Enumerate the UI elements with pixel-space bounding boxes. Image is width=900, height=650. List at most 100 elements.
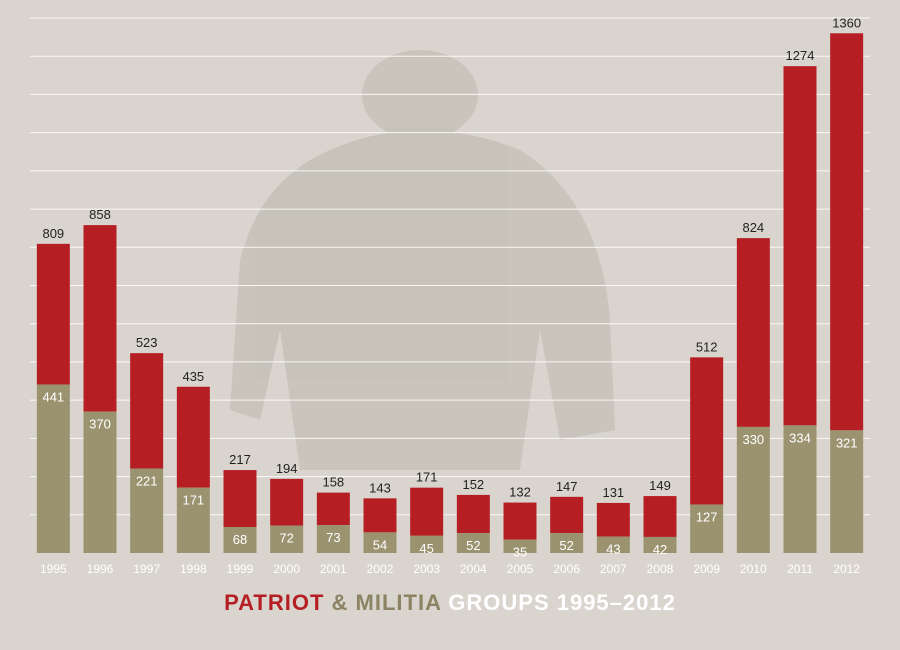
bar-militia-label: 73 (326, 530, 340, 545)
bar-total-label: 512 (696, 339, 718, 354)
bar-total-label: 523 (136, 335, 158, 350)
bar-segment-militia (736, 426, 770, 553)
bar-segment-patriot (783, 66, 817, 426)
bar-total-label: 194 (276, 461, 298, 476)
bar-total-label: 143 (369, 480, 391, 495)
bar-segment-militia (223, 527, 257, 553)
bar-total-label: 217 (229, 452, 251, 467)
bar-segment-militia (130, 468, 164, 553)
bar-militia-label: 171 (182, 493, 204, 508)
x-tick-label: 2012 (833, 562, 860, 576)
x-tick-label: 2004 (460, 562, 487, 576)
bar-total-label: 858 (89, 207, 111, 222)
chart-title-part-groups: GROUPS 1995–2012 (441, 590, 676, 615)
x-tick-label: 2003 (413, 562, 440, 576)
x-tick-label: 1998 (180, 562, 207, 576)
bar-militia-label: 370 (89, 417, 111, 432)
bar-segment-militia (503, 539, 537, 553)
bar-segment-militia (36, 384, 70, 553)
bar-total-label: 132 (509, 485, 531, 500)
bar-segment-militia (550, 533, 584, 553)
bar-total-label: 147 (556, 479, 578, 494)
bar-labels: 809 441 858 370 523 221 435 171 217 68 194 72 158 73 1… (42, 15, 861, 559)
chart-title-part-patriot: PATRIOT (224, 590, 325, 615)
bar-segment-militia (783, 425, 817, 553)
x-tick-label: 1996 (87, 562, 114, 576)
bar-segment-patriot (36, 243, 70, 385)
bar-militia-label: 52 (466, 538, 480, 553)
bar-segment-patriot (456, 494, 490, 534)
bar-segment-militia (596, 536, 630, 553)
bar-total-label: 131 (602, 485, 624, 500)
bar-segment-patriot (270, 478, 304, 526)
bar-segment-patriot (316, 492, 350, 526)
bar-segment-patriot (736, 238, 770, 427)
bar-militia-label: 43 (606, 542, 620, 557)
x-tick-label: 2001 (320, 562, 347, 576)
bar-total-label: 149 (649, 478, 671, 493)
bar-militia-label: 68 (233, 532, 247, 547)
bar-segment-patriot (83, 225, 117, 412)
bar-segment-militia (643, 536, 677, 553)
bar-segment-militia (410, 535, 444, 553)
bar-total-label: 158 (322, 475, 344, 490)
bar-militia-label: 127 (696, 509, 718, 524)
bar-segment-patriot (410, 487, 444, 536)
bar-militia-label: 72 (279, 530, 293, 545)
x-tick-label: 1995 (40, 562, 67, 576)
bar-segment-patriot (176, 386, 210, 488)
bar-segment-militia (270, 525, 304, 553)
background-soldier-silhouette (230, 50, 615, 470)
bar-segment-militia (363, 532, 397, 553)
bar-segment-patriot (690, 357, 724, 505)
bar-segment-patriot (503, 502, 537, 540)
bar-militia-label: 35 (513, 545, 527, 560)
bar-segment-militia (456, 533, 490, 553)
gridlines (30, 17, 870, 516)
x-tick-label: 1997 (133, 562, 160, 576)
bar-militia-label: 52 (559, 538, 573, 553)
bar-militia-label: 221 (136, 474, 158, 489)
bar-total-label: 824 (742, 220, 764, 235)
bar-segment-patriot (830, 33, 864, 431)
chart-title-part-militia: & MILITIA (324, 590, 442, 615)
bar-segment-patriot (363, 498, 397, 533)
x-tick-label: 2011 (787, 562, 813, 576)
chart-title: PATRIOT & MILITIA GROUPS 1995–2012 (0, 590, 900, 616)
x-tick-label: 2006 (553, 562, 580, 576)
bar-militia-label: 441 (42, 389, 64, 404)
bar-total-label: 435 (182, 369, 204, 384)
bar-segment-militia (83, 411, 117, 553)
bar-segment-militia (316, 525, 350, 553)
x-tick-label: 2000 (273, 562, 300, 576)
bar-segment-militia (176, 487, 210, 553)
bar-total-label: 152 (462, 477, 484, 492)
x-tick-label: 2005 (507, 562, 534, 576)
bar-segment-patriot (550, 496, 584, 534)
bar-segment-patriot (223, 470, 257, 528)
bar-militia-label: 45 (419, 541, 433, 556)
bar-segment-patriot (596, 502, 630, 537)
x-tick-label: 2008 (647, 562, 674, 576)
bar-total-label: 809 (42, 226, 64, 241)
bar-segment-militia (830, 430, 864, 553)
bar-total-label: 1360 (832, 15, 861, 30)
bar-total-label: 1274 (786, 48, 815, 63)
x-tick-label: 2007 (600, 562, 627, 576)
bar-militia-label: 334 (789, 430, 811, 445)
bars (36, 33, 864, 553)
x-tick-label: 2010 (740, 562, 767, 576)
bar-segment-patriot (130, 353, 164, 469)
bar-militia-label: 42 (653, 542, 667, 557)
bar-militia-label: 54 (373, 537, 387, 552)
bar-militia-label: 321 (836, 435, 858, 450)
x-tick-label: 1999 (227, 562, 254, 576)
x-tick-label: 2002 (367, 562, 394, 576)
bar-militia-label: 330 (742, 432, 764, 447)
bar-total-label: 171 (416, 470, 438, 485)
x-axis-tick-labels: 1995 1996 1997 1998 1999 2000 2001 2002 2003 2004… (40, 562, 860, 576)
x-tick-label: 2009 (693, 562, 720, 576)
bar-segment-patriot (643, 496, 677, 537)
